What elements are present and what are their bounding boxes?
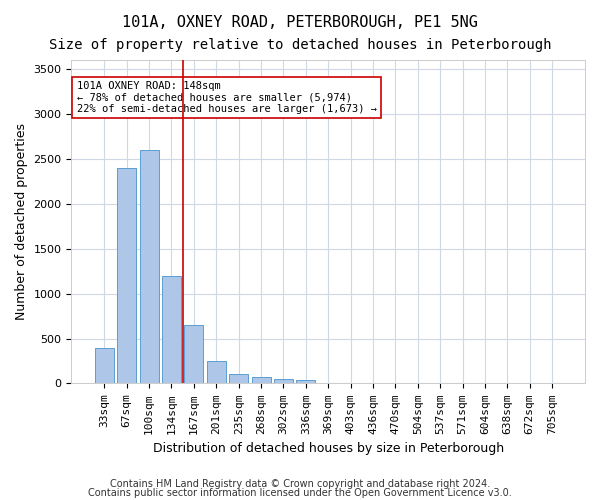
Text: 101A OXNEY ROAD: 148sqm
← 78% of detached houses are smaller (5,974)
22% of semi: 101A OXNEY ROAD: 148sqm ← 78% of detache…: [77, 81, 377, 114]
Text: 101A, OXNEY ROAD, PETERBOROUGH, PE1 5NG: 101A, OXNEY ROAD, PETERBOROUGH, PE1 5NG: [122, 15, 478, 30]
Bar: [117, 168, 136, 384]
Bar: [229, 374, 248, 384]
Bar: [296, 380, 316, 384]
Bar: [274, 378, 293, 384]
Bar: [251, 377, 271, 384]
Bar: [95, 348, 114, 384]
Bar: [207, 361, 226, 384]
Y-axis label: Number of detached properties: Number of detached properties: [15, 123, 28, 320]
X-axis label: Distribution of detached houses by size in Peterborough: Distribution of detached houses by size …: [152, 442, 504, 455]
Text: Contains public sector information licensed under the Open Government Licence v3: Contains public sector information licen…: [88, 488, 512, 498]
Text: Contains HM Land Registry data © Crown copyright and database right 2024.: Contains HM Land Registry data © Crown c…: [110, 479, 490, 489]
Bar: [162, 276, 181, 384]
Bar: [184, 325, 203, 384]
Text: Size of property relative to detached houses in Peterborough: Size of property relative to detached ho…: [49, 38, 551, 52]
Bar: [140, 150, 158, 384]
